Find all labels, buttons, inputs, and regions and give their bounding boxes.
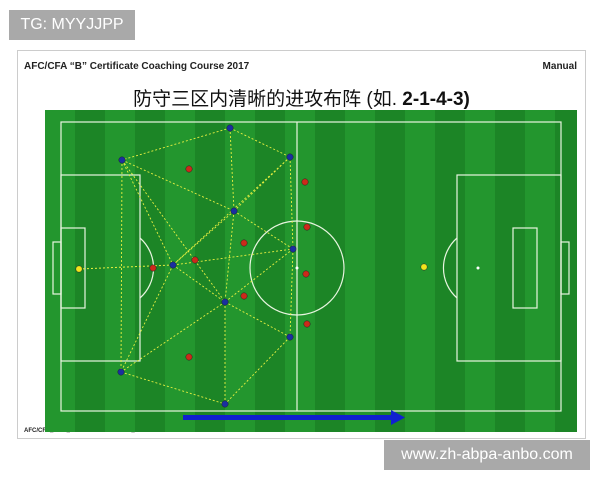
passing-line — [224, 301, 291, 338]
passing-line — [120, 159, 123, 373]
attacking-player — [226, 124, 234, 132]
defending-player — [240, 292, 248, 300]
passing-line — [289, 156, 294, 250]
attacking-player — [230, 207, 238, 215]
defending-player — [301, 178, 309, 186]
course-header: AFC/CFA “B” Certificate Coaching Course … — [24, 61, 250, 72]
passing-line — [289, 248, 294, 338]
defending-player — [302, 270, 310, 278]
attacking-player — [118, 156, 126, 164]
defending-player — [149, 264, 157, 272]
attack-direction-arrow — [183, 410, 405, 425]
attacking-player — [286, 153, 294, 161]
passing-line — [172, 156, 291, 266]
passing-line — [120, 301, 226, 373]
defending-player — [240, 239, 248, 247]
slide-title: 防守三区内清晰的进攻布阵 (如. 2-1-4-3) — [18, 84, 585, 111]
attacking-player — [221, 298, 229, 306]
defending-player — [185, 165, 193, 173]
football-pitch-diagram — [45, 110, 577, 432]
passing-line — [224, 336, 291, 405]
title-text: 防守三区内清晰的进攻布阵 (如. — [133, 89, 403, 110]
attacking-player — [169, 261, 177, 269]
center-spot — [295, 266, 299, 270]
penalty-spot — [476, 266, 480, 270]
title-formation: 2-1-4-3) — [402, 89, 470, 110]
passing-line — [121, 159, 226, 303]
passing-lines — [78, 127, 294, 405]
watermark-top: TG: MYYJJPP — [9, 10, 135, 40]
defending-player — [191, 256, 199, 264]
watermark-bottom: www.zh-abpa-anbo.com — [384, 440, 590, 470]
defending-player — [185, 353, 193, 361]
passing-line — [224, 210, 235, 303]
defending-goalkeeper — [420, 263, 428, 271]
attacking-goalkeeper — [75, 265, 83, 273]
attacking-player — [221, 400, 229, 408]
passing-line — [172, 264, 226, 303]
passing-line — [229, 127, 291, 158]
passing-line — [229, 127, 235, 212]
defending-player — [303, 320, 311, 328]
attacking-player — [289, 245, 297, 253]
defending-player — [303, 223, 311, 231]
pitch-surface — [45, 110, 577, 432]
attacking-player — [286, 333, 294, 341]
passing-line — [172, 210, 235, 266]
passing-line — [121, 159, 174, 266]
players — [75, 124, 428, 408]
passing-line — [121, 159, 235, 212]
manual-label: Manual — [542, 61, 577, 72]
passing-line — [121, 127, 231, 161]
attacking-player — [117, 368, 125, 376]
